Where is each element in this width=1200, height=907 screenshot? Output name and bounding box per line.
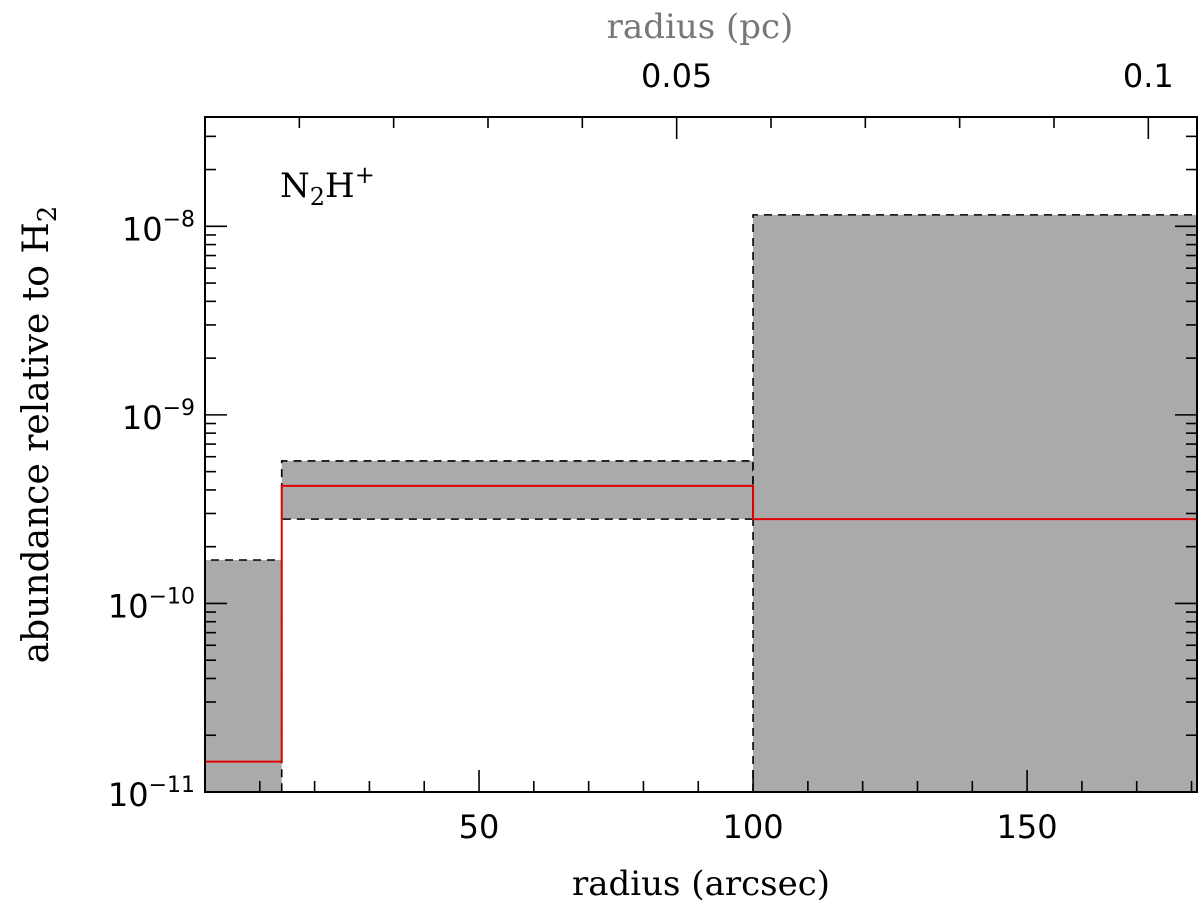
plot-frame [204,116,1198,793]
top-tick-labels: 0.05 0.1 [641,57,1174,95]
x-tick-label: 50 [459,808,500,846]
band-2 [753,214,1197,792]
species-annotation: N2H+ [280,161,375,211]
band-1 [281,460,754,520]
y-tick-labels: 10−11 10−10 10−9 10−8 [108,207,195,814]
y-tick-label: 10−11 [108,773,195,814]
band-edge-1 [280,460,754,520]
annotation-sub: 2 [310,183,325,211]
annotation-n: N [280,166,310,206]
top-tick-label: 0.1 [1123,57,1174,95]
x-tick-labels: 50 100 150 [459,808,1058,846]
x-axis-label: radius (arcsec) [572,864,830,904]
best-fit-line [205,484,1197,763]
annotation-h: H [325,166,355,206]
band-0 [205,559,282,792]
annotation-sup: + [355,161,375,189]
y-tick-label: 10−10 [108,584,195,625]
best-fit-step [205,484,1197,763]
x-tick-label: 150 [997,808,1058,846]
top-tick-label: 0.05 [641,57,712,95]
y-tick-label: 10−8 [122,207,195,248]
y-axis-label-text: abundance relative to H [16,222,57,663]
y-tick-label: 10−9 [122,396,195,437]
x-tick-label: 100 [723,808,784,846]
uncertainty-bands [204,214,1198,792]
axis-ticks [205,117,1197,793]
top-axis-label: radius (pc) [607,7,794,47]
y-axis-label: abundance relative to H2 [16,206,63,664]
y-axis-label-subscript: 2 [33,206,63,223]
